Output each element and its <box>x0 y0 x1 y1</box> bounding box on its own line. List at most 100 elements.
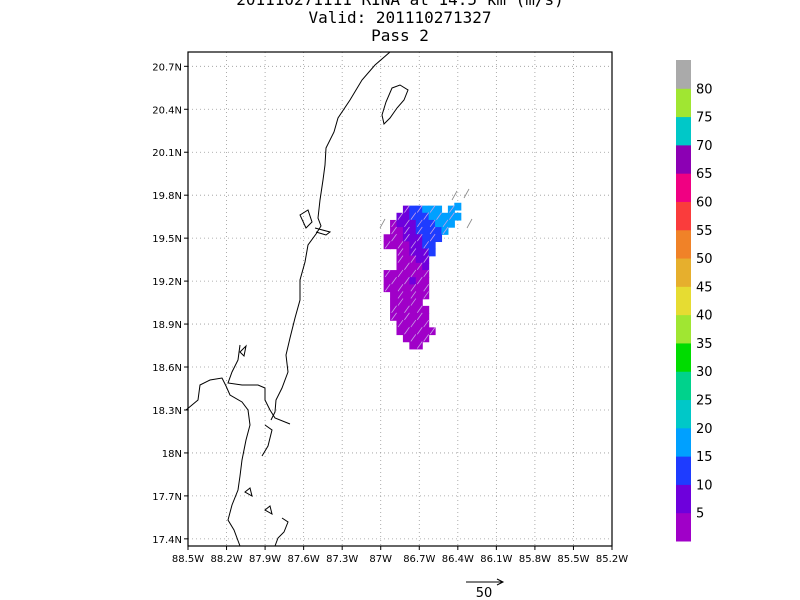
lat-tick-label: 20.1N <box>152 148 182 159</box>
cozumel-island <box>381 84 409 125</box>
lon-tick-label: 87.6W <box>288 554 320 565</box>
wind-vector <box>429 233 436 242</box>
wind-cell <box>409 305 417 314</box>
lon-tick-label: 85.2W <box>596 554 628 565</box>
wind-vector <box>404 305 410 313</box>
wind-vector <box>423 248 430 256</box>
map-title: 201110271111 RINA at 14.5 km (m/s) <box>0 0 800 9</box>
wind-vector <box>416 305 423 313</box>
wind-vector <box>404 205 410 213</box>
wind-cell <box>402 255 410 264</box>
wind-cell <box>409 262 417 271</box>
wind-cell <box>409 327 417 336</box>
wind-cell <box>402 212 410 221</box>
wind-cell <box>415 334 423 343</box>
wind-cell <box>402 291 410 300</box>
wind-vector <box>410 255 417 263</box>
colorbar-label: 30 <box>696 365 713 380</box>
wind-cell <box>435 227 443 235</box>
lon-tick-label: 87W <box>369 554 392 565</box>
wind-cell <box>422 205 430 214</box>
colorbar-swatch <box>676 286 691 316</box>
colorbar-swatch <box>676 399 691 429</box>
wind-vector <box>397 269 404 278</box>
wind-cell <box>390 298 398 307</box>
plot-frame <box>187 51 613 547</box>
wind-cell <box>409 277 417 285</box>
valid-time: Valid: 201110271327 <box>308 8 492 27</box>
wind-cell <box>422 305 430 314</box>
wind-vector <box>429 219 436 228</box>
lon-tick-label: 87.3W <box>326 554 358 565</box>
wind-vectors <box>379 188 473 349</box>
lat-tick-label: 18.3N <box>152 406 182 417</box>
wind-cell <box>396 219 404 228</box>
wind-cell <box>415 212 423 221</box>
wind-vector <box>404 233 410 242</box>
colorbar-label: 75 <box>696 111 713 126</box>
lat-tick-label: 19.8N <box>152 191 182 202</box>
wind-vector <box>410 241 417 249</box>
wind-cell <box>409 341 417 350</box>
wind-vector <box>423 269 430 278</box>
wind-cell <box>390 241 398 250</box>
colorbar-swatch <box>676 173 691 202</box>
wind-vector <box>436 212 442 220</box>
wind-vector <box>410 269 417 278</box>
wind-cell <box>396 313 404 321</box>
wind-vector <box>410 212 417 220</box>
wind-cell <box>422 234 430 243</box>
wind-vector <box>466 218 473 229</box>
wind-vector <box>451 190 458 201</box>
lon-tick-label: 88.2W <box>210 554 242 565</box>
wind-cell <box>383 277 391 285</box>
wind-cell <box>396 234 404 243</box>
wind-vector <box>423 284 430 292</box>
wind-vector <box>449 212 455 220</box>
lon-tick-label: 86.4W <box>442 554 474 565</box>
wind-cell <box>422 262 430 271</box>
wind-cell <box>415 270 423 278</box>
wind-vector <box>404 326 410 335</box>
wind-vector <box>397 248 404 256</box>
colorbar-swatch <box>676 456 691 485</box>
colorbar-swatch <box>676 144 691 174</box>
wind-vector <box>423 255 430 263</box>
wind-cell <box>428 212 436 221</box>
caye-b <box>264 505 273 516</box>
wind-cell <box>383 234 391 243</box>
pass-label: Pass 2 <box>371 26 429 45</box>
colorbar-swatch <box>676 88 691 118</box>
coastal-spit <box>314 227 332 236</box>
wind-vector <box>416 276 423 285</box>
wind-vector <box>429 226 436 235</box>
mainland-coast <box>270 51 391 421</box>
lon-tick-label: 86.1W <box>480 554 512 565</box>
lat-tick-label: 18N <box>162 449 182 460</box>
colorbar-label: 70 <box>696 139 713 154</box>
lat-tick-label: 20.4N <box>152 105 182 116</box>
colorbar-swatch <box>676 484 691 514</box>
wind-vector <box>391 276 397 285</box>
lon-tick-label: 88.5W <box>172 554 204 565</box>
longitude-labels: 88.5W 88.2W 87.9W 87.6W 87.3W 87W 86.7W 86.4W 86… <box>172 546 628 565</box>
wind-cell <box>415 291 423 300</box>
wind-cell <box>435 205 443 214</box>
peninsula-inlet <box>299 209 313 229</box>
wind-cell <box>409 219 417 228</box>
color-bar: 5 10 15 20 25 30 35 40 45 50 55 60 65 70 75 80 <box>676 60 713 542</box>
lat-tick-label: 18.9N <box>152 320 182 331</box>
wind-vector <box>391 219 397 228</box>
wind-cell <box>422 227 430 235</box>
wind-cell <box>428 248 436 257</box>
wind-vector <box>404 226 410 235</box>
lon-tick-label: 85.8W <box>519 554 551 565</box>
colorbar-label: 50 <box>696 252 713 267</box>
wind-cell <box>454 202 462 211</box>
wind-vector <box>429 326 436 335</box>
colorbar-label: 35 <box>696 337 713 352</box>
wind-vector <box>391 312 397 321</box>
wind-vector <box>391 226 397 235</box>
colorbar-label: 20 <box>696 422 713 437</box>
lat-tick-label: 19.2N <box>152 277 182 288</box>
